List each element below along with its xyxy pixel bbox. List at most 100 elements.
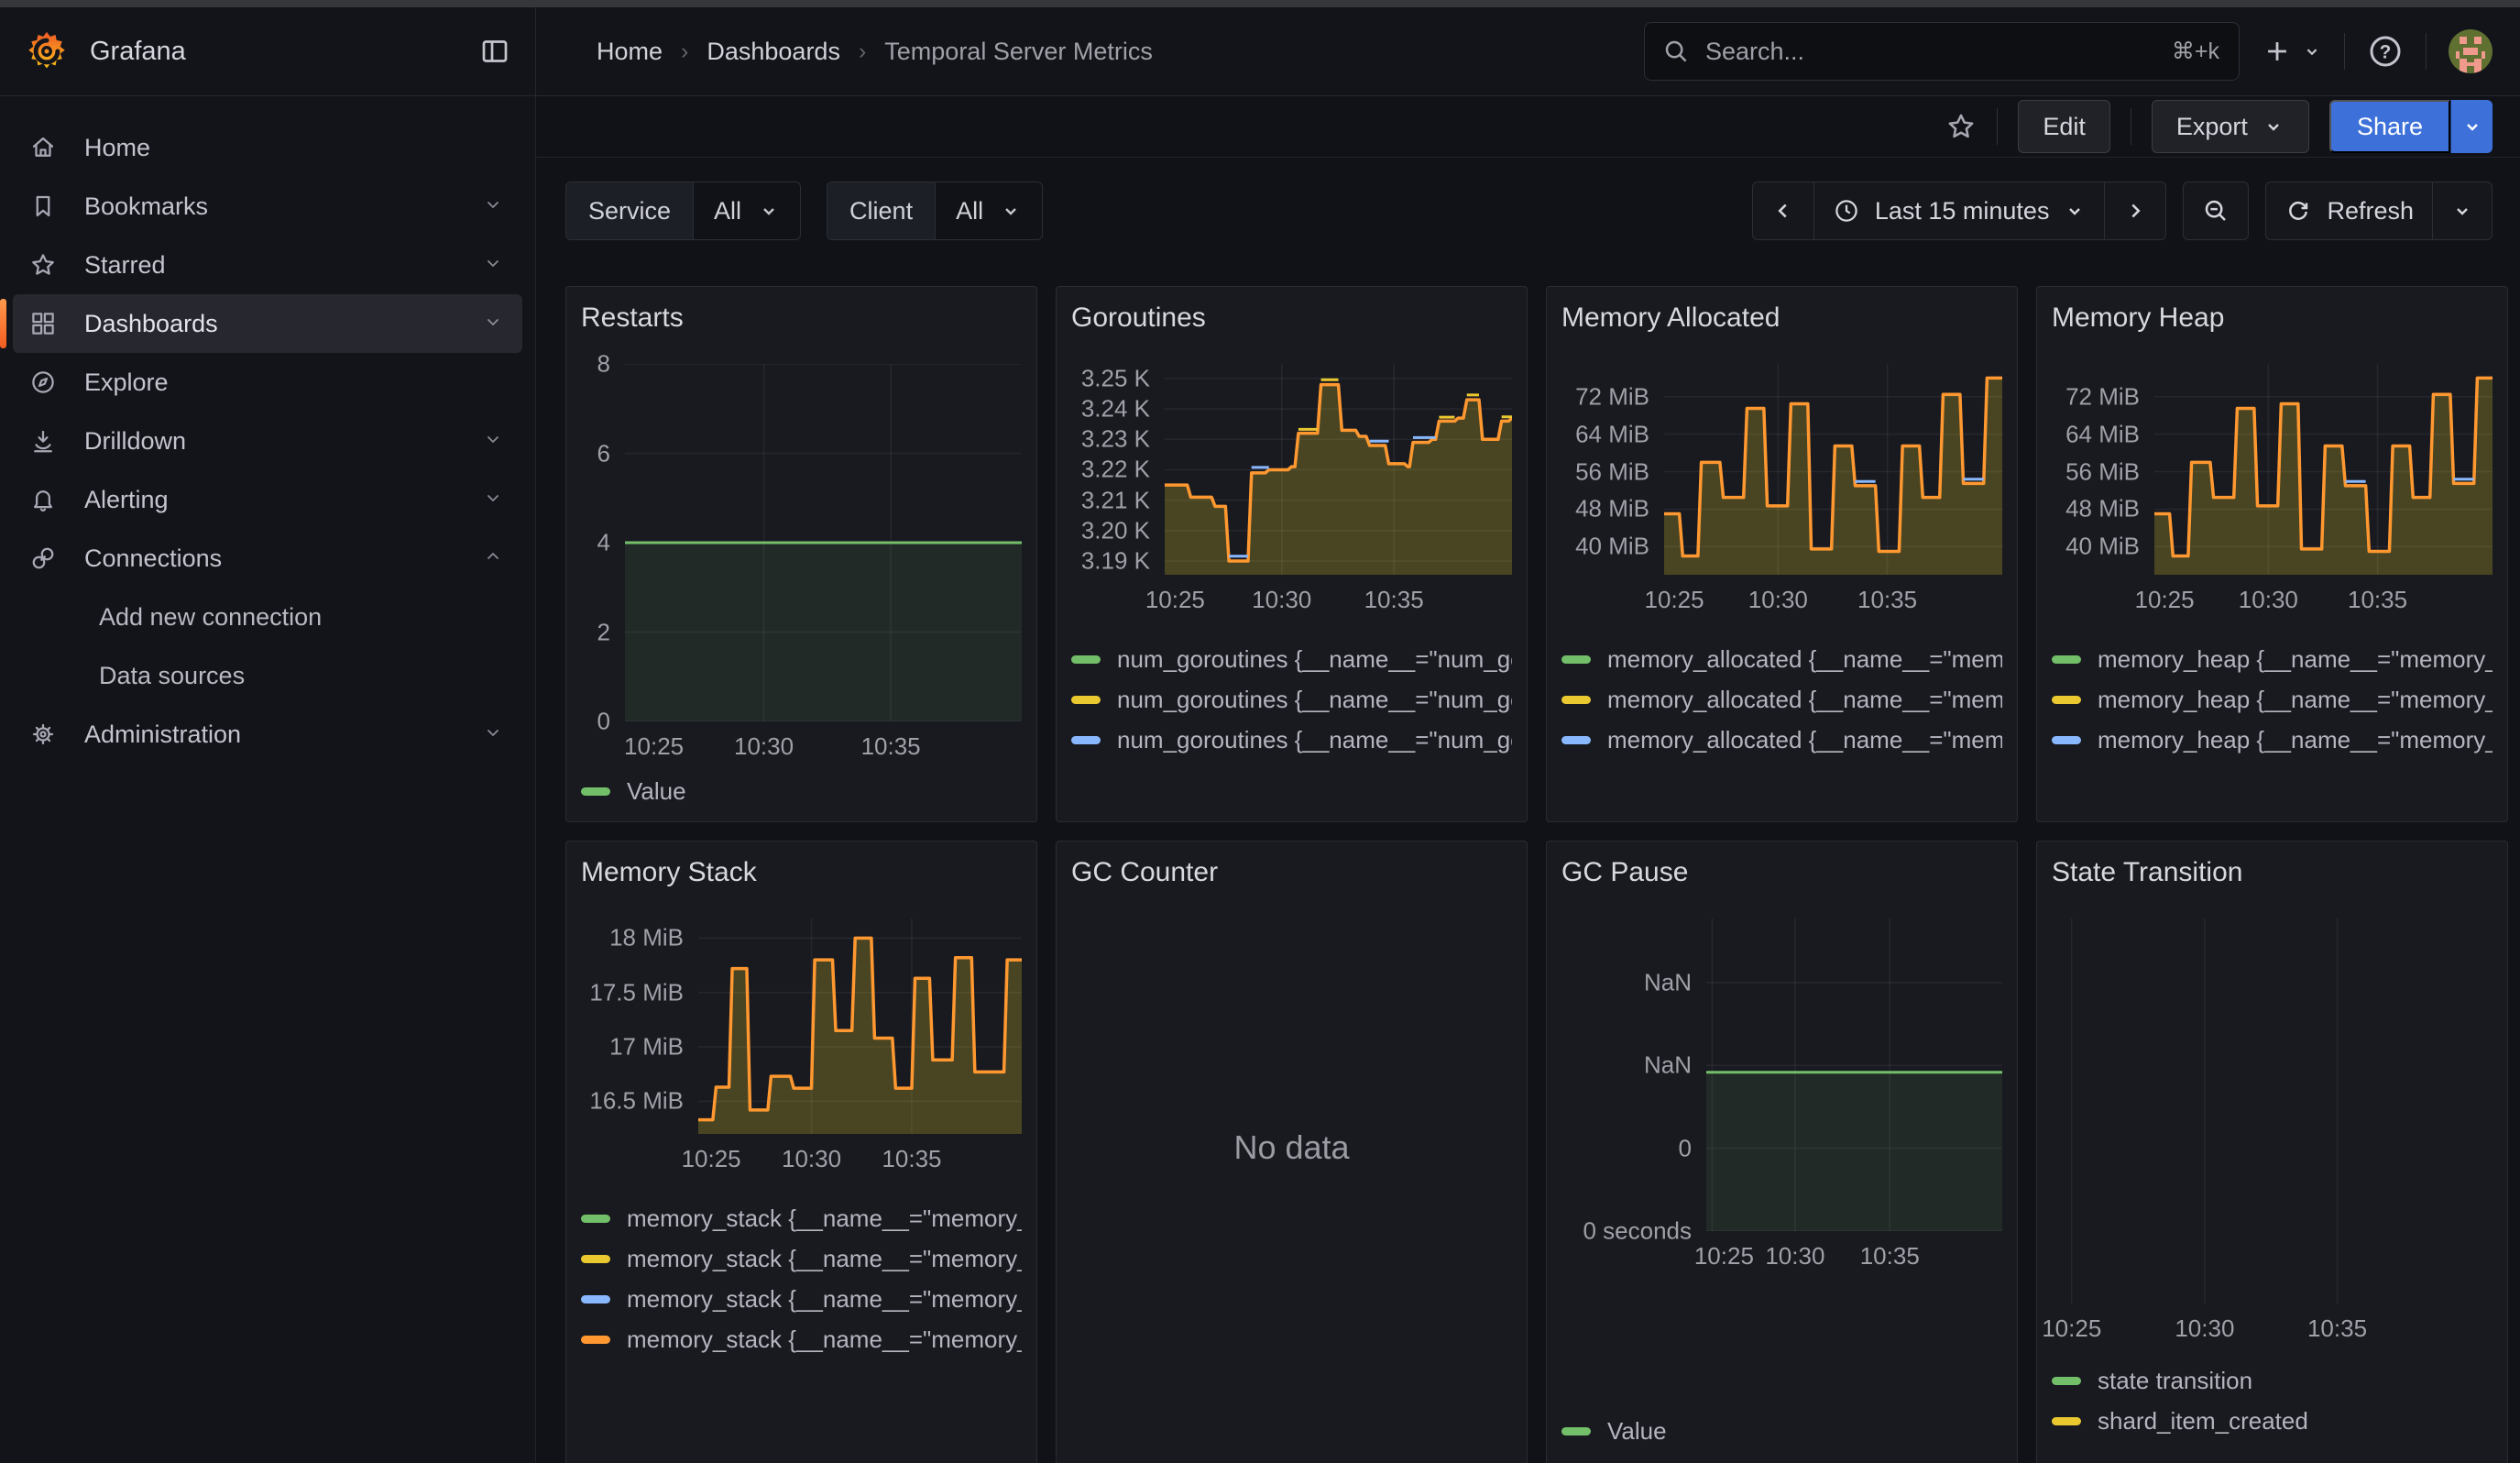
breadcrumb-home[interactable]: Home	[597, 37, 663, 65]
legend-item[interactable]: memory_heap {__name__="memory_h	[2052, 679, 2493, 720]
share-button[interactable]: Share	[2328, 100, 2450, 153]
panel-title[interactable]: Memory Stack	[581, 857, 757, 887]
sidebar-nav: Home Bookmarks Starred Dashboards Explore Dri…	[0, 96, 536, 1463]
sidebar-item-connections[interactable]: Connections	[13, 529, 522, 588]
y-tick-label: 2	[597, 618, 610, 645]
sidebar-item-alerting[interactable]: Alerting	[13, 470, 522, 529]
y-tick-label: 17.5 MiB	[589, 978, 684, 1006]
panel-title[interactable]: GC Pause	[1561, 857, 1689, 887]
chevron-down-icon	[2069, 208, 2081, 215]
legend-item[interactable]: shard_item_created	[2052, 1401, 2493, 1441]
legend-item[interactable]: memory_heap {__name__="memory_h	[2052, 720, 2493, 760]
chart-plot-area[interactable]	[2154, 364, 2493, 575]
search-input[interactable]	[1644, 22, 2240, 81]
chevron-down-icon[interactable]	[482, 252, 504, 279]
bookmark-icon	[27, 192, 59, 220]
chevron-down-icon[interactable]	[482, 311, 504, 337]
refresh-button[interactable]: Refresh	[2266, 182, 2433, 239]
legend-item[interactable]: num_goroutines {__name__="num_go	[1071, 720, 1512, 760]
sidebar-item-administration[interactable]: Administration	[13, 705, 522, 764]
legend-item[interactable]: num_goroutines {__name__="num_go	[1071, 679, 1512, 720]
sidebar-subitem-data-sources[interactable]: Data sources	[99, 661, 246, 689]
chevron-down-icon[interactable]	[482, 721, 504, 748]
legend-item[interactable]: num_goroutines {__name__="num_go	[1071, 760, 1512, 772]
chevron-down-icon[interactable]	[482, 487, 504, 513]
legend-label: shard_item_created	[2098, 1406, 2308, 1435]
chart-plot-area[interactable]	[1165, 364, 1512, 575]
chevron-up-icon[interactable]	[482, 545, 504, 572]
sidebar-item-drilldown[interactable]: Drilldown	[13, 412, 522, 470]
legend-item[interactable]: Value	[581, 771, 1022, 811]
legend-item[interactable]: memory_heap {__name__="memory_h	[2052, 639, 2493, 679]
breadcrumb-dashboards[interactable]: Dashboards	[707, 37, 840, 65]
window-top-edge	[0, 0, 2520, 7]
panel-title[interactable]: Goroutines	[1071, 302, 1206, 333]
divider	[2344, 33, 2345, 70]
x-axis-labels: 10:25 10:30 10:35	[2037, 1304, 2493, 1346]
legend-item[interactable]: memory_stack {__name__="memory_s	[581, 1198, 1022, 1238]
panel-legend: memory_allocated {__name__="memo memory_a…	[1561, 639, 2002, 771]
export-button[interactable]: Export	[2151, 100, 2309, 153]
sidebar-toggle-icon[interactable]	[478, 35, 511, 68]
user-avatar[interactable]	[2449, 29, 2493, 73]
legend-label: num_goroutines {__name__="num_go	[1117, 685, 1512, 713]
sidebar-subitem-add-new-connection[interactable]: Add new connection	[99, 602, 323, 631]
filter-value-dropdown[interactable]: All	[936, 182, 1042, 239]
panel-restarts: Restarts 8 6 4 2 0 10:25 10:30 10:35 Value	[565, 286, 1037, 822]
legend-item[interactable]: memory_allocated {__name__="memo	[1561, 679, 2002, 720]
y-tick-label: 64 MiB	[2065, 420, 2140, 448]
time-range-picker[interactable]: Last 15 minutes	[1814, 182, 2106, 239]
chart-plot-area[interactable]	[1664, 364, 2002, 575]
sidebar-item-starred[interactable]: Starred	[13, 236, 522, 294]
drilldown-icon	[27, 427, 59, 455]
legend-label: Value	[1607, 1416, 1667, 1445]
legend-item[interactable]: memory_allocated {__name__="memo	[1561, 720, 2002, 760]
y-tick-label: 40 MiB	[2065, 532, 2140, 560]
favorite-star-icon[interactable]	[1945, 111, 1977, 142]
legend-item[interactable]: memory_allocated {__name__="memo	[1561, 639, 2002, 679]
legend-color-swatch	[1071, 695, 1101, 704]
sidebar-item-bookmarks[interactable]: Bookmarks	[13, 177, 522, 236]
sidebar-item-explore[interactable]: Explore	[13, 353, 522, 412]
y-tick-label: 64 MiB	[1575, 420, 1649, 448]
legend-item[interactable]: memory_stack {__name__="memory_s	[581, 1279, 1022, 1319]
legend-item[interactable]: state transition	[2052, 1360, 2493, 1401]
time-back-button[interactable]	[1753, 182, 1814, 239]
home-icon	[27, 134, 59, 161]
dashboard-grid: Restarts 8 6 4 2 0 10:25 10:30 10:35 Value Gorouti…	[565, 286, 2520, 1463]
chart-plot-area[interactable]	[2037, 918, 2493, 1304]
edit-button[interactable]: Edit	[2018, 100, 2110, 153]
panel-legend: num_goroutines {__name__="num_go num_goro…	[1071, 639, 1512, 771]
chart-plot-area[interactable]	[625, 364, 1022, 721]
legend-item[interactable]: num_goroutines {__name__="num_go	[1071, 639, 1512, 679]
panel-title[interactable]: Restarts	[581, 302, 684, 333]
panel-title[interactable]: State Transition	[2052, 857, 2243, 887]
panel-title[interactable]: Memory Heap	[2052, 302, 2225, 333]
zoom-out-button[interactable]	[2184, 182, 2248, 239]
legend-color-swatch	[1561, 735, 1591, 744]
chevron-down-icon[interactable]	[482, 193, 504, 220]
legend-item[interactable]: memory_allocated {__name__="memo	[1561, 760, 2002, 772]
help-icon[interactable]: ?	[2367, 33, 2404, 70]
legend-item[interactable]: memory_stack {__name__="memory_s	[581, 1319, 1022, 1359]
legend-label: memory_heap {__name__="memory_h	[2098, 766, 2493, 772]
chevron-down-icon[interactable]	[482, 428, 504, 455]
grafana-logo-icon[interactable]	[26, 30, 68, 72]
legend-item[interactable]: memory_stack {__name__="memory_s	[581, 1238, 1022, 1279]
sidebar-item-home[interactable]: Home	[13, 118, 522, 177]
chart-plot-area[interactable]	[698, 918, 1022, 1134]
panel-title[interactable]: Memory Allocated	[1561, 302, 1780, 333]
share-dropdown-button[interactable]	[2450, 100, 2493, 153]
filter-value-dropdown[interactable]: All	[694, 182, 800, 239]
legend-item[interactable]: Value	[1561, 1411, 2002, 1451]
divider	[1997, 108, 1999, 145]
y-axis-labels: NaN NaN 0 0 seconds	[1561, 918, 1706, 1244]
x-tick-label: 10:25	[1693, 1242, 1754, 1270]
chart-plot-area[interactable]	[1706, 918, 2002, 1231]
legend-item[interactable]: memory_heap {__name__="memory_h	[2052, 760, 2493, 772]
time-forward-button[interactable]	[2105, 182, 2165, 239]
add-new-button[interactable]	[2262, 36, 2322, 67]
sidebar-item-dashboards[interactable]: Dashboards	[0, 294, 522, 353]
panel-title[interactable]: GC Counter	[1071, 857, 1219, 887]
refresh-interval-dropdown[interactable]	[2433, 182, 2492, 239]
